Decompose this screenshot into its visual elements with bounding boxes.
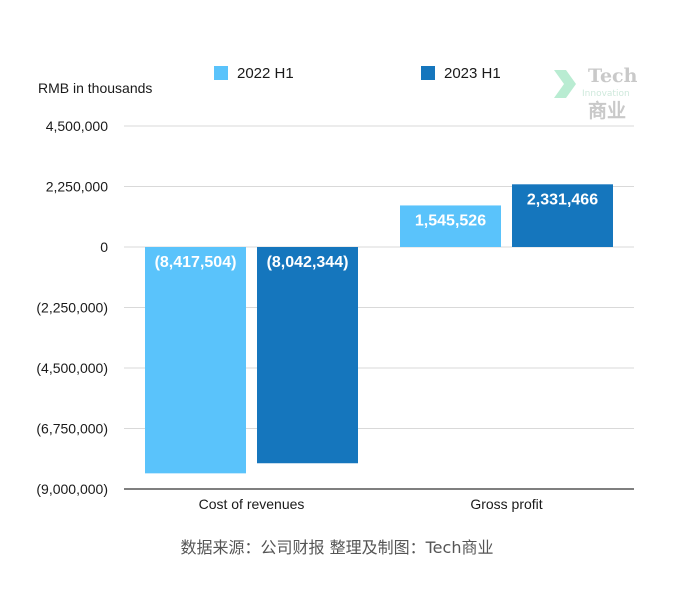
source-caption: 数据来源：公司财报 整理及制图：Tech商业 — [180, 538, 494, 557]
x-category-label: Gross profit — [470, 496, 542, 512]
y-tick-label: (2,250,000) — [36, 300, 108, 316]
y-axis-title: RMB in thousands — [38, 80, 153, 96]
bar-data-labels: (8,417,504) (8,042,344) 1,545,526 2,331,466 — [155, 191, 599, 271]
watermark-cn: 商业 — [588, 99, 626, 122]
x-category-label: Cost of revenues — [199, 496, 305, 512]
y-tick-label: (9,000,000) — [36, 481, 108, 497]
legend-item-2023: 2023 H1 — [421, 64, 501, 82]
watermark-innovation: Innovation — [582, 89, 630, 99]
x-category-labels: Cost of revenues Gross profit — [199, 496, 543, 512]
bar-data-label: 2,331,466 — [527, 191, 598, 208]
legend-swatch-2022 — [214, 66, 228, 80]
bar — [400, 205, 501, 247]
bar-data-label: 1,545,526 — [415, 212, 486, 229]
legend-swatch-2023 — [421, 66, 435, 80]
y-tick-labels: 4,500,000 2,250,000 0 (2,250,000) (4,500,000… — [36, 118, 108, 497]
bar — [257, 247, 358, 464]
bars — [145, 184, 613, 474]
legend-label-2023: 2023 H1 — [444, 64, 501, 82]
y-tick-label: 2,250,000 — [46, 179, 108, 195]
bar-data-label: (8,042,344) — [267, 254, 349, 271]
legend-label-2022: 2022 H1 — [237, 64, 294, 82]
watermark-tech: Tech — [588, 65, 638, 87]
bar — [145, 247, 246, 474]
watermark-chevron-icon — [554, 70, 576, 98]
bar — [512, 184, 613, 247]
y-tick-label: 0 — [100, 239, 108, 255]
bar-data-label: (8,417,504) — [155, 254, 237, 271]
watermark-logo: Tech Innovation 商业 — [554, 65, 638, 122]
legend-item-2022: 2022 H1 — [214, 64, 294, 82]
y-tick-label: 4,500,000 — [46, 118, 108, 134]
y-tick-label: (6,750,000) — [36, 421, 108, 437]
y-tick-label: (4,500,000) — [36, 360, 108, 376]
